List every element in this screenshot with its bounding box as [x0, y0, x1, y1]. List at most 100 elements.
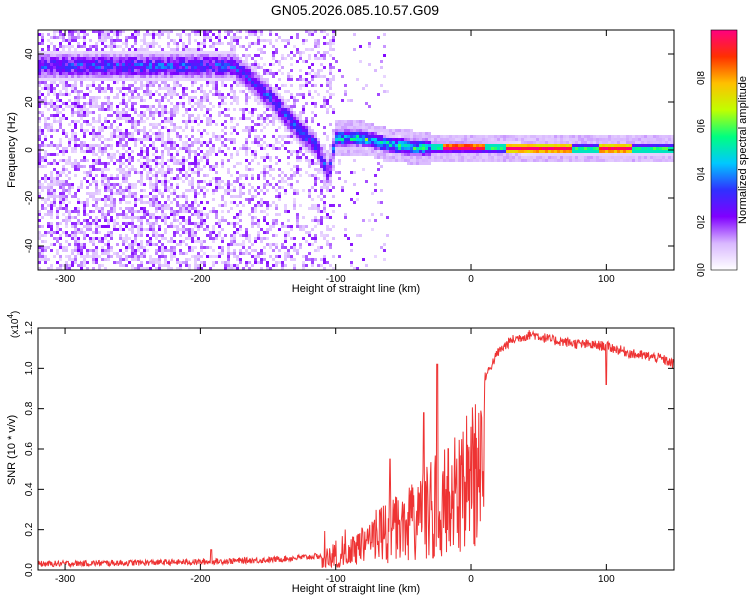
spectrogram-cell — [83, 255, 86, 258]
spectrogram-cell — [41, 54, 44, 57]
spectrogram-cell — [62, 117, 65, 120]
spectrogram-cell — [170, 222, 173, 225]
spectrogram-cell — [197, 45, 200, 48]
spectrogram-cell — [83, 144, 86, 147]
spectrogram-cell — [509, 147, 512, 150]
spectrogram-cell — [473, 150, 476, 153]
spectrogram-cell — [287, 234, 290, 237]
spectrogram-cell — [101, 57, 104, 60]
spectrogram-cell — [89, 111, 92, 114]
spectrogram-cell — [38, 99, 41, 102]
spectrogram-cell — [332, 186, 335, 189]
spectrogram-cell — [134, 120, 137, 123]
spectrogram-cell — [311, 198, 314, 201]
spectrogram-cell — [308, 66, 311, 69]
spectrogram-cell — [74, 240, 77, 243]
spectrogram-cell — [203, 186, 206, 189]
spectrogram-cell — [200, 87, 203, 90]
spectrogram-cell — [353, 132, 356, 135]
spectrogram-cell — [425, 159, 428, 162]
spectrogram-cell — [326, 234, 329, 237]
spectrogram-cell — [245, 159, 248, 162]
spectrogram-cell — [299, 111, 302, 114]
spectrogram-cell — [113, 63, 116, 66]
spectrogram-cell — [218, 36, 221, 39]
spectrogram-cell — [77, 138, 80, 141]
spectrogram-cell — [305, 255, 308, 258]
spectrogram-cell — [158, 261, 161, 264]
spectrogram-cell — [74, 207, 77, 210]
spectrogram-cell — [44, 198, 47, 201]
spectrogram-cell — [158, 33, 161, 36]
spectrogram-cell — [122, 156, 125, 159]
spectrogram-cell — [59, 171, 62, 174]
spectrogram-cell — [311, 129, 314, 132]
spectrogram-cell — [281, 117, 284, 120]
spectrogram-cell — [128, 78, 131, 81]
spectrogram-cell — [140, 81, 143, 84]
spectrogram-cell — [206, 99, 209, 102]
spectrogram-cell — [107, 258, 110, 261]
spectrogram-cell — [155, 171, 158, 174]
spectrogram-cell — [173, 90, 176, 93]
spectrogram-cell — [287, 99, 290, 102]
spectrogram-cell — [140, 219, 143, 222]
spectrogram-cell — [170, 102, 173, 105]
spectrogram-cell — [107, 120, 110, 123]
spectrogram-cell — [236, 66, 239, 69]
spectrogram-cell — [299, 135, 302, 138]
spectrogram-cell — [476, 159, 479, 162]
spectrogram-cell — [128, 69, 131, 72]
spectrogram-cell — [248, 198, 251, 201]
spectrogram-cell — [296, 138, 299, 141]
spectrogram-cell — [191, 60, 194, 63]
spectrogram-cell — [197, 180, 200, 183]
spectrogram-cell — [389, 159, 392, 162]
spectrogram-cell — [200, 69, 203, 72]
spectrogram-cell — [299, 117, 302, 120]
spectrogram-cell — [107, 213, 110, 216]
spectrogram-cell — [203, 174, 206, 177]
spectrogram-cell — [50, 267, 53, 270]
spectrogram-cell — [143, 210, 146, 213]
spectrogram-cell — [47, 210, 50, 213]
spectrogram-cell — [167, 60, 170, 63]
spectrogram-cell — [389, 150, 392, 153]
spectrogram-cell — [122, 117, 125, 120]
spectrogram-cell — [167, 147, 170, 150]
spectrogram-cell — [362, 132, 365, 135]
spectrogram-cell — [62, 78, 65, 81]
spectrogram-cell — [245, 30, 248, 33]
spectrogram-cell — [188, 222, 191, 225]
spectrogram-cell — [107, 180, 110, 183]
spectrogram-cell — [122, 51, 125, 54]
spectrogram-cell — [104, 78, 107, 81]
spectrogram-cell — [209, 141, 212, 144]
spectrogram-cell — [83, 204, 86, 207]
spectrogram-cell — [155, 186, 158, 189]
spectrogram-cell — [41, 48, 44, 51]
spectrogram-cell — [98, 207, 101, 210]
spectrogram-cell — [215, 183, 218, 186]
spectrogram-cell — [233, 180, 236, 183]
spectrogram-cell — [248, 237, 251, 240]
spectrogram-cell — [74, 54, 77, 57]
spectrogram-cell — [314, 114, 317, 117]
spectrogram-cell — [53, 153, 56, 156]
spectrogram-cell — [110, 177, 113, 180]
spectrogram-cell — [113, 162, 116, 165]
spectrogram-cell — [197, 105, 200, 108]
spectrogram-cell — [107, 249, 110, 252]
spectrogram-cell — [83, 51, 86, 54]
spectrogram-cell — [197, 204, 200, 207]
spectrogram-cell — [473, 138, 476, 141]
spectrogram-cell — [503, 138, 506, 141]
spectrogram-cell — [197, 240, 200, 243]
spectrogram-cell — [116, 213, 119, 216]
spectrogram-cell — [92, 75, 95, 78]
spectrogram-cell — [311, 138, 314, 141]
spectrogram-cell — [302, 228, 305, 231]
spectrogram-cell — [137, 51, 140, 54]
spectrogram-cell — [248, 96, 251, 99]
spectrogram-cell — [212, 249, 215, 252]
